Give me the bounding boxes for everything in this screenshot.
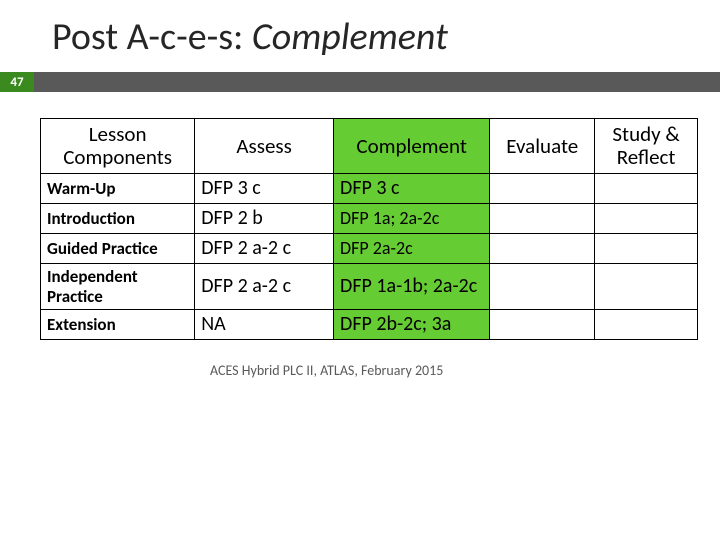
table-container: Lesson Components Assess Complement Eval…: [0, 92, 720, 340]
table-row: Warm-Up DFP 3 c DFP 3 c: [41, 174, 698, 204]
cell-study: [595, 310, 698, 340]
cell-evaluate: [490, 264, 595, 310]
cell-assess: DFP 2 b: [195, 204, 334, 234]
col-complement: Complement: [334, 119, 490, 174]
row-component: Guided Practice: [41, 234, 195, 264]
table-body: Warm-Up DFP 3 c DFP 3 c Introduction DFP…: [41, 174, 698, 340]
cell-complement: DFP 1a-1b; 2a-2c: [334, 264, 490, 310]
footer-text: ACES Hybrid PLC II, ATLAS, February 2015: [0, 340, 720, 379]
col-lesson-components: Lesson Components: [41, 119, 195, 174]
cell-assess: DFP 2 a-2 c: [195, 264, 334, 310]
slide-title: Post A-c-e-s: Complement: [0, 0, 720, 72]
cell-evaluate: [490, 174, 595, 204]
table-row: Introduction DFP 2 b DFP 1a; 2a-2c: [41, 204, 698, 234]
cell-study: [595, 234, 698, 264]
cell-study: [595, 204, 698, 234]
cell-evaluate: [490, 234, 595, 264]
row-component: Warm-Up: [41, 174, 195, 204]
lesson-components-table: Lesson Components Assess Complement Eval…: [40, 118, 698, 340]
title-prefix: Post A-c-e-s:: [52, 14, 252, 60]
cell-assess: DFP 2 a-2 c: [195, 234, 334, 264]
title-emphasis: Complement: [252, 14, 448, 60]
cell-assess: DFP 3 c: [195, 174, 334, 204]
table-header-row: Lesson Components Assess Complement Eval…: [41, 119, 698, 174]
slide-number-badge: 47: [0, 72, 34, 92]
cell-complement: DFP 3 c: [334, 174, 490, 204]
slide-number-stripe: 47: [0, 72, 720, 92]
table-row: Extension NA DFP 2b-2c; 3a: [41, 310, 698, 340]
stripe-bar: [34, 72, 720, 92]
table-row: Guided Practice DFP 2 a-2 c DFP 2a-2c: [41, 234, 698, 264]
cell-evaluate: [490, 204, 595, 234]
table-row: Independent Practice DFP 2 a-2 c DFP 1a-…: [41, 264, 698, 310]
row-component: Extension: [41, 310, 195, 340]
cell-complement: DFP 1a; 2a-2c: [334, 204, 490, 234]
cell-assess: NA: [195, 310, 334, 340]
cell-complement: DFP 2b-2c; 3a: [334, 310, 490, 340]
row-component: Independent Practice: [41, 264, 195, 310]
cell-study: [595, 264, 698, 310]
cell-evaluate: [490, 310, 595, 340]
col-assess: Assess: [195, 119, 334, 174]
row-component: Introduction: [41, 204, 195, 234]
cell-study: [595, 174, 698, 204]
cell-complement: DFP 2a-2c: [334, 234, 490, 264]
col-study-reflect: Study & Reflect: [595, 119, 698, 174]
col-evaluate: Evaluate: [490, 119, 595, 174]
